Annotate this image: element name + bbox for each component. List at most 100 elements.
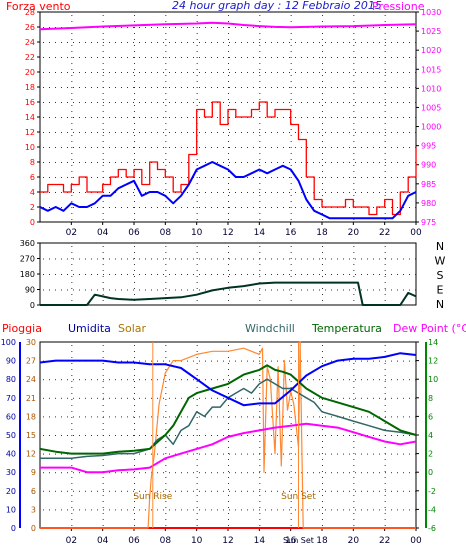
grid-dot (415, 490, 416, 492)
grid-dot (353, 252, 355, 253)
windchill-title: Windchill (245, 322, 295, 335)
grid-dot (325, 435, 326, 436)
grid-dot (259, 495, 261, 496)
grid-dot (196, 183, 198, 184)
temperature-y-tick-label: -2 (428, 487, 436, 496)
grid-dot (223, 192, 224, 193)
grid-dot (384, 453, 386, 454)
grid-dot (165, 282, 167, 283)
grid-dot (71, 459, 73, 460)
grid-dot (403, 509, 404, 511)
grid-dot (355, 509, 356, 511)
grid-dot (71, 411, 73, 412)
grid-dot (379, 379, 380, 381)
grid-dot (199, 472, 200, 474)
grid-dot (187, 72, 188, 73)
wind-x-tick-label: 12 (222, 228, 233, 238)
grid-dot (79, 132, 80, 133)
grid-dot (196, 441, 198, 442)
grid-dot (337, 72, 338, 73)
grid-dot (199, 42, 200, 43)
grid-dot (55, 472, 56, 474)
grid-dot (102, 405, 104, 406)
grid-dot (353, 363, 355, 364)
grid-dot (228, 258, 229, 259)
grid-dot (73, 57, 74, 58)
grid-dot (43, 490, 44, 492)
grid-dot (259, 117, 260, 118)
grid-dot (61, 192, 62, 193)
grid-dot (175, 472, 176, 474)
grid-dot (322, 75, 323, 76)
grid-dot (259, 471, 261, 472)
grid-dot (134, 294, 135, 295)
grid-dot (313, 42, 314, 43)
grid-dot (259, 159, 261, 160)
grid-dot (199, 509, 200, 511)
grid-dot (397, 509, 398, 511)
grid-dot (361, 360, 362, 362)
grid-dot (49, 490, 50, 492)
grid-dot (415, 87, 416, 88)
grid-dot (313, 472, 314, 474)
grid-dot (151, 379, 152, 381)
grid-dot (301, 132, 302, 133)
grid-dot (85, 87, 86, 88)
grid-dot (385, 360, 386, 362)
grid-dot (193, 435, 194, 436)
grid-dot (196, 171, 198, 172)
grid-dot (253, 472, 254, 474)
grid-dot (163, 490, 164, 492)
wind-x-tick-label: 18 (316, 228, 328, 238)
grid-dot (409, 207, 410, 208)
grid-dot (367, 57, 368, 58)
grid-dot (331, 42, 332, 43)
grid-dot (73, 117, 74, 118)
grid-dot (319, 490, 320, 492)
grid-dot (353, 435, 355, 436)
grid-dot (391, 87, 392, 88)
grid-dot (325, 379, 326, 381)
grid-dot (415, 360, 416, 362)
grid-dot (71, 21, 73, 22)
grid-dot (343, 435, 344, 436)
grid-dot (259, 453, 260, 455)
grid-dot (353, 189, 355, 190)
grid-dot (355, 117, 356, 118)
grid-dot (259, 153, 261, 154)
grid-dot (151, 453, 152, 455)
grid-dot (97, 274, 98, 275)
grid-dot (353, 411, 355, 412)
grid-dot (384, 51, 386, 52)
grid-dot (349, 162, 350, 163)
grid-dot (228, 405, 229, 406)
grid-dot (259, 246, 261, 247)
grid-dot (283, 207, 284, 208)
pressure-y-axis: 9759809859909951000100510101015102010251… (416, 8, 441, 227)
grid-dot (322, 183, 323, 184)
grid-dot (373, 509, 374, 511)
grid-dot (385, 453, 386, 455)
grid-dot (271, 435, 272, 436)
grid-dot (223, 102, 224, 103)
temperature-x-tick-label: 14 (254, 536, 266, 546)
grid-dot (43, 147, 44, 148)
grid-dot (169, 117, 170, 118)
grid-dot (121, 207, 122, 208)
grid-dot (265, 72, 266, 73)
grid-dot (71, 195, 73, 196)
grid-dot (322, 117, 323, 118)
grid-dot (331, 453, 332, 455)
direction-y-tick-label: 180 (20, 270, 35, 279)
grid-dot (290, 51, 292, 52)
grid-dot (109, 147, 110, 148)
grid-dot (169, 453, 170, 455)
grid-dot (367, 509, 368, 511)
grid-dot (322, 165, 323, 166)
grid-dot (134, 195, 135, 196)
grid-dot (102, 300, 104, 301)
grid-dot (253, 274, 254, 275)
grid-dot (290, 213, 292, 214)
grid-dot (71, 387, 73, 388)
grid-dot (259, 201, 261, 202)
